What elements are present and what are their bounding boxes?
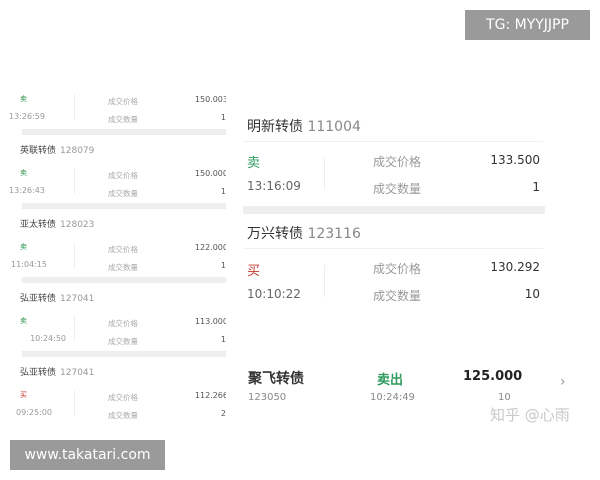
- bond-title: 弘亚转债 127041: [20, 368, 95, 378]
- price-value: 125.000: [463, 369, 523, 384]
- qty-label: 成交数量: [373, 182, 422, 196]
- qty-value: 10: [220, 113, 226, 122]
- qty-label: 成交数量: [108, 411, 138, 420]
- left-trade-row[interactable]: 卖 13:26:43 成交价格 150.000 成交数量 10 亚太转债1280…: [0, 162, 226, 236]
- qty-label: 成交数量: [373, 289, 422, 303]
- trade-side: 买: [20, 391, 27, 399]
- divider: [324, 158, 325, 190]
- trade-side: 卖: [20, 317, 27, 325]
- qty-value: 10: [498, 392, 511, 403]
- trade-time: 10:24:49: [370, 392, 415, 403]
- qty-value: 10: [524, 287, 540, 301]
- price-label: 成交价格: [373, 262, 422, 276]
- qty-label: 成交数量: [108, 115, 138, 124]
- price-value: 130.292: [490, 260, 540, 274]
- divider: [243, 141, 543, 142]
- separator-bar: [22, 277, 226, 283]
- divider: [74, 94, 75, 120]
- price-label: 成交价格: [373, 155, 422, 169]
- divider: [74, 242, 75, 268]
- divider: [74, 168, 75, 194]
- site-watermark: www.takatari.com: [10, 440, 165, 470]
- price-value: 150.000: [194, 169, 226, 178]
- divider: [324, 265, 325, 297]
- separator-bar: [243, 206, 545, 214]
- price-label: 成交价格: [108, 97, 138, 106]
- zhihu-watermark: 知乎 @心雨: [490, 406, 570, 424]
- trade-side: 卖: [20, 95, 27, 103]
- qty-label: 成交数量: [108, 189, 138, 198]
- qty-label: 成交数量: [108, 263, 138, 272]
- left-trade-row[interactable]: 买 09:25:00 成交价格 112.266 成交数量 20: [0, 384, 226, 428]
- price-value: 150.003: [194, 95, 226, 104]
- price-value: 133.500: [490, 153, 540, 167]
- trade-time: 13:26:43: [9, 186, 45, 195]
- tg-watermark: TG: MYYJJPP: [465, 10, 590, 40]
- separator-bar: [22, 129, 226, 135]
- trade-side: 卖出: [377, 373, 404, 388]
- chevron-right-icon[interactable]: ›: [560, 374, 566, 390]
- separator-bar: [22, 203, 226, 209]
- qty-value: 10: [220, 187, 226, 196]
- trade-time: 13:26:59: [9, 112, 45, 121]
- price-label: 成交价格: [108, 171, 138, 180]
- qty-label: 成交数量: [108, 337, 138, 346]
- summary-row[interactable]: 聚飞转债 123050 卖出 10:24:49 125.000 10 ›: [240, 360, 580, 408]
- bond-title: 英联转债 128079: [20, 146, 95, 156]
- price-label: 成交价格: [108, 245, 138, 254]
- price-label: 成交价格: [108, 393, 138, 402]
- bond-title: 弘亚转债 127041: [20, 294, 95, 304]
- divider: [74, 390, 75, 416]
- qty-value: 10: [220, 261, 226, 270]
- divider: [243, 248, 543, 249]
- qty-value: 10: [220, 335, 226, 344]
- bond-title: 明新转债 111004: [247, 119, 361, 135]
- qty-value: 20: [220, 409, 226, 418]
- separator-bar: [22, 351, 226, 357]
- price-value: 113.000: [194, 317, 226, 326]
- left-trade-list: 卖 13:26:59 成交价格 150.003 成交数量 10 英联转债1280…: [0, 88, 226, 428]
- left-trade-row[interactable]: 卖 10:24:50 成交价格 113.000 成交数量 10 弘亚转债1270…: [0, 310, 226, 384]
- bond-code: 123050: [248, 392, 287, 403]
- left-trade-row[interactable]: 卖 11:04:15 成交价格 122.000 成交数量 10 弘亚转债1270…: [0, 236, 226, 310]
- price-value: 122.000: [194, 243, 226, 252]
- price-label: 成交价格: [108, 319, 138, 328]
- divider: [74, 316, 75, 342]
- trade-time: 10:10:22: [247, 287, 301, 301]
- trade-side: 卖: [20, 169, 27, 177]
- trade-side: 卖: [247, 156, 261, 171]
- trade-time: 10:24:50: [30, 334, 66, 343]
- bond-title: 亚太转债 128023: [20, 220, 95, 230]
- trade-side: 买: [247, 264, 261, 279]
- bond-title: 万兴转债 123116: [247, 226, 361, 242]
- left-trade-row[interactable]: 卖 13:26:59 成交价格 150.003 成交数量 10 英联转债1280…: [0, 88, 226, 162]
- qty-value: 1: [532, 180, 540, 194]
- trade-time: 11:04:15: [11, 260, 47, 269]
- trade-time: 09:25:00: [16, 408, 52, 417]
- trade-time: 13:16:09: [247, 179, 301, 193]
- bond-title: 聚飞转债: [248, 371, 304, 387]
- trade-side: 卖: [20, 243, 27, 251]
- price-value: 112.266: [194, 391, 226, 400]
